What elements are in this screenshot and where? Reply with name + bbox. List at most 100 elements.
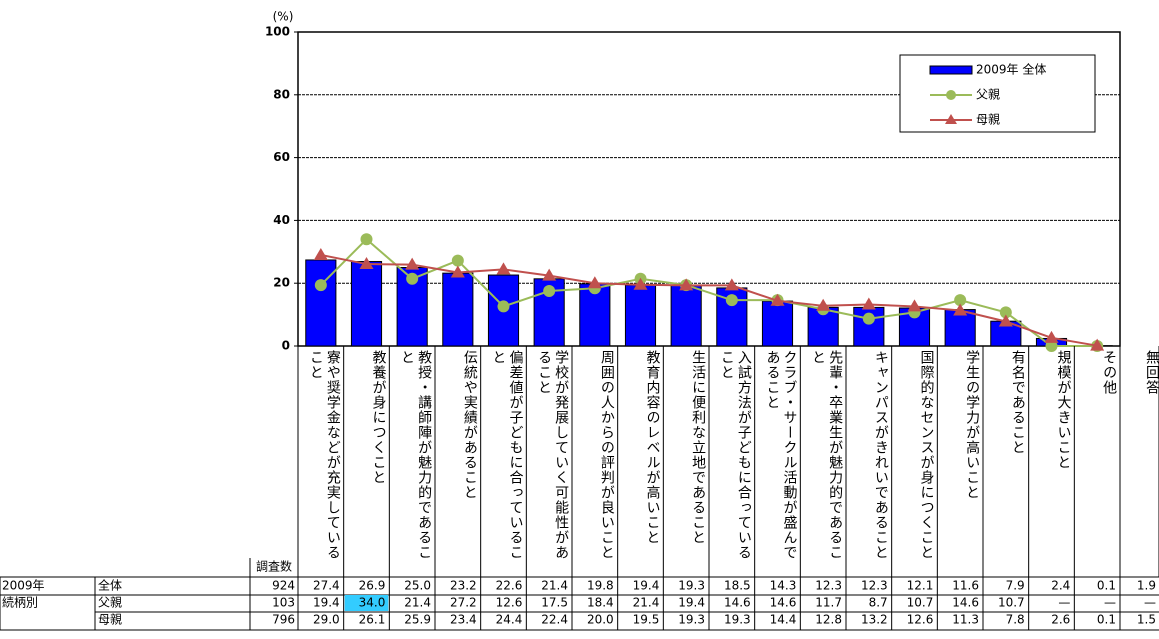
table-cell: 2.4 <box>1051 579 1070 593</box>
highlight <box>344 595 389 611</box>
table-cell: 2.6 <box>1051 613 1070 627</box>
table-cell: 14.6 <box>952 596 979 610</box>
table-cell: 14.6 <box>770 596 797 610</box>
table-cell: 26.9 <box>359 579 386 593</box>
n-cell: 103 <box>272 596 295 610</box>
table-cell: 10.7 <box>907 596 934 610</box>
x-tick-label: 教授・講師陣が魅力的であること <box>399 350 433 560</box>
marker <box>724 278 739 291</box>
table-cell: 12.3 <box>861 579 888 593</box>
bar <box>305 259 337 347</box>
marker <box>770 293 785 306</box>
table-cell: 21.4 <box>404 596 431 610</box>
x-tick-label: その他 <box>1101 350 1118 395</box>
table-cell: 23.2 <box>450 579 477 593</box>
table-cell: 12.6 <box>907 613 934 627</box>
x-tick-label: クラブ・サークル活動が盛んであること <box>764 350 798 560</box>
marker <box>314 279 327 292</box>
table-cell: 17.5 <box>541 596 568 610</box>
marker <box>360 233 373 246</box>
table-cell: 11.7 <box>815 596 842 610</box>
legend-marker <box>946 90 956 100</box>
table-cell: — <box>1104 596 1116 610</box>
legend-label: 母親 <box>976 113 1000 127</box>
x-tick-label: 無回答 <box>1144 350 1159 395</box>
row-name: 父親 <box>98 596 122 610</box>
table-cell: 19.3 <box>724 613 751 627</box>
marker <box>406 272 419 285</box>
bar <box>853 306 885 347</box>
marker <box>725 294 738 307</box>
table-cell: 29.0 <box>313 613 340 627</box>
marker <box>816 298 831 311</box>
marker <box>1045 340 1058 352</box>
table-cell: 19.3 <box>678 613 705 627</box>
bar <box>944 309 976 347</box>
y-tick-label: 80 <box>273 87 290 101</box>
table-cell: 14.4 <box>770 613 797 627</box>
bar <box>442 272 474 347</box>
table-cell: 21.4 <box>541 579 568 593</box>
marker <box>999 306 1012 319</box>
x-tick-label: 偏差値が子どもに合っていること <box>490 350 524 560</box>
n-cell: 796 <box>272 613 295 627</box>
marker <box>496 262 511 275</box>
bar <box>350 261 383 347</box>
marker <box>542 268 557 281</box>
line <box>320 237 1098 347</box>
table-cell: 18.5 <box>724 579 751 593</box>
table-cell: 14.6 <box>724 596 751 610</box>
table-cell: 10.7 <box>998 596 1025 610</box>
bar <box>624 284 657 347</box>
row-name: 全体 <box>98 578 122 593</box>
marker <box>862 312 875 325</box>
bar <box>761 300 794 347</box>
table-cell: 25.9 <box>404 613 431 627</box>
table-cell: 0.1 <box>1097 613 1116 627</box>
marker <box>907 299 922 312</box>
marker <box>359 257 374 270</box>
marker <box>998 314 1013 327</box>
marker <box>953 303 968 316</box>
table-cell: 19.8 <box>587 579 614 593</box>
table-cell: 11.3 <box>952 613 979 627</box>
marker <box>313 247 328 260</box>
table-cell: 22.6 <box>496 579 523 593</box>
table-cell: 34.0 <box>359 596 386 610</box>
x-tick-label: 伝統や実績があること <box>461 350 478 500</box>
y-tick-label: 40 <box>273 213 290 227</box>
table-cell: 21.4 <box>633 596 660 610</box>
table-cell: 23.4 <box>450 613 477 627</box>
table-cell: 14.3 <box>770 579 797 593</box>
marker <box>405 257 420 270</box>
marker <box>497 300 510 313</box>
table-cell: 8.7 <box>869 596 888 610</box>
table-cell: 12.1 <box>907 579 934 593</box>
legend-label: 2009年 全体 <box>976 62 1046 77</box>
marker <box>450 265 465 278</box>
row-group: 2009年 <box>2 579 45 593</box>
row-name: 母親 <box>98 613 122 627</box>
table-cell: 22.4 <box>541 613 568 627</box>
x-tick-label: 周囲の人からの評判が良いこと <box>598 350 615 560</box>
x-tick-label: 先輩・卒業生が魅力的であること <box>810 350 844 560</box>
x-tick-label: 学生の学力が高いこと <box>964 350 981 500</box>
bar <box>670 284 702 347</box>
x-tick-label: 規模が大きいこと <box>1055 350 1072 470</box>
table-cell: 12.3 <box>815 579 842 593</box>
table-cell: — <box>1144 596 1156 610</box>
x-tick-label: 教育内容のレベルが高いこと <box>644 350 661 545</box>
line <box>320 253 1098 347</box>
table-cell: 7.9 <box>1006 579 1025 593</box>
y-tick-label: 100 <box>265 25 290 39</box>
table-cell: 12.6 <box>496 596 523 610</box>
n-cell: 924 <box>272 579 295 593</box>
x-tick-label: 有名であること <box>1009 350 1026 455</box>
x-tick-label: 寮や奨学金などが充実していること <box>307 350 341 560</box>
legend-swatch <box>929 65 973 75</box>
x-tick-label: 学校が発展していく可能性があること <box>536 350 570 560</box>
row-group: 続柄別 <box>2 596 38 610</box>
table-cell: 27.2 <box>450 596 477 610</box>
